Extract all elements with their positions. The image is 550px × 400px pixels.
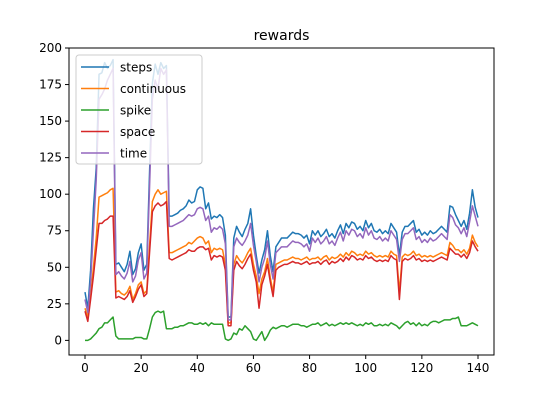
y-axis-ticks: 0 25 50 75 100 125 150 175 200	[39, 41, 69, 347]
legend-label-time: time	[120, 147, 147, 161]
x-tick-label: 100	[354, 361, 377, 375]
axes-frame	[68, 47, 495, 356]
y-tick-label: 50	[47, 260, 62, 274]
x-tick-label: 20	[134, 361, 149, 375]
x-axis-ticks: 0 20 40 60 80 100 120 140	[81, 355, 489, 375]
x-tick-label: 40	[190, 361, 205, 375]
legend-label-continuous: continuous	[120, 82, 186, 96]
y-tick-label: 125	[39, 151, 62, 165]
series-line-spike	[85, 310, 479, 342]
x-tick-label: 80	[302, 361, 317, 375]
y-tick-label: 200	[39, 41, 62, 55]
legend: steps continuous spike space time	[75, 54, 203, 165]
y-tick-label: 175	[39, 78, 62, 92]
y-tick-label: 0	[54, 333, 62, 347]
chart-title: rewards	[254, 28, 310, 44]
y-tick-label: 75	[47, 224, 62, 238]
y-tick-label: 100	[39, 187, 62, 201]
x-tick-label: 0	[81, 361, 89, 375]
legend-label-spike: spike	[120, 104, 151, 118]
legend-label-steps: steps	[120, 61, 152, 75]
series-line-space	[84, 200, 479, 327]
legend-label-space: space	[120, 125, 155, 139]
x-tick-label: 120	[410, 361, 433, 375]
x-tick-label: 60	[246, 361, 261, 375]
legend-box	[75, 54, 203, 165]
y-tick-label: 25	[47, 297, 62, 311]
x-tick-label: 140	[467, 361, 490, 375]
y-tick-label: 150	[39, 114, 62, 128]
